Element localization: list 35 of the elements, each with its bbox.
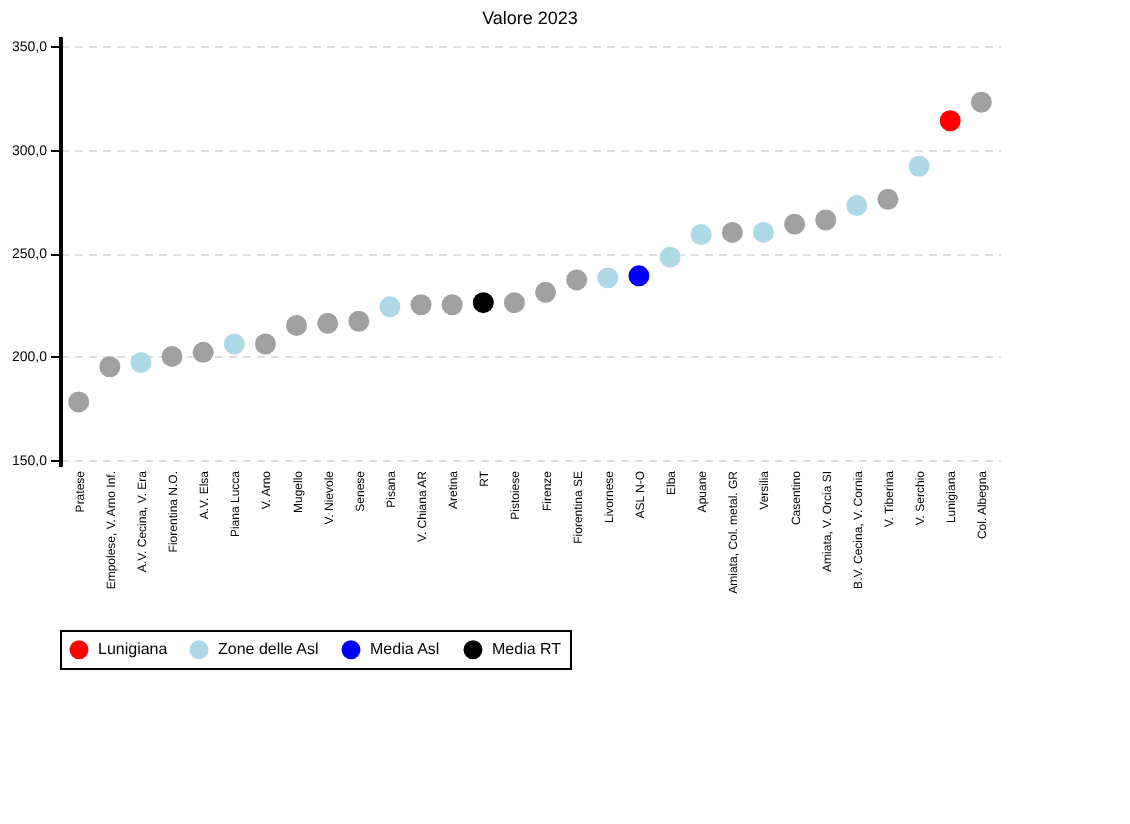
point xyxy=(472,292,494,314)
chart-title: Valore 2023 xyxy=(482,8,578,28)
point xyxy=(223,333,245,355)
point xyxy=(970,91,992,113)
point xyxy=(161,345,183,367)
point xyxy=(379,296,401,318)
point xyxy=(815,209,837,231)
legend-label: Media Asl xyxy=(370,639,440,658)
point xyxy=(659,246,681,268)
point xyxy=(721,221,743,243)
point xyxy=(908,155,930,177)
point xyxy=(99,356,121,378)
point xyxy=(784,213,806,235)
point xyxy=(503,292,525,314)
point xyxy=(752,221,774,243)
point xyxy=(628,265,650,287)
point xyxy=(348,310,370,332)
point xyxy=(877,188,899,210)
point xyxy=(441,294,463,316)
point xyxy=(846,195,868,216)
point xyxy=(939,110,961,132)
legend-label: Media RT xyxy=(492,639,562,658)
legend-label: Zone delle Asl xyxy=(218,639,319,658)
point xyxy=(566,269,588,291)
point xyxy=(410,294,432,316)
point xyxy=(68,391,90,413)
point xyxy=(317,312,339,334)
legend-label: Lunigiana xyxy=(98,639,169,658)
point xyxy=(130,352,152,374)
point xyxy=(597,267,619,289)
point xyxy=(535,281,557,303)
point xyxy=(286,314,308,336)
point xyxy=(254,333,276,355)
point xyxy=(192,341,214,363)
point xyxy=(690,223,712,245)
